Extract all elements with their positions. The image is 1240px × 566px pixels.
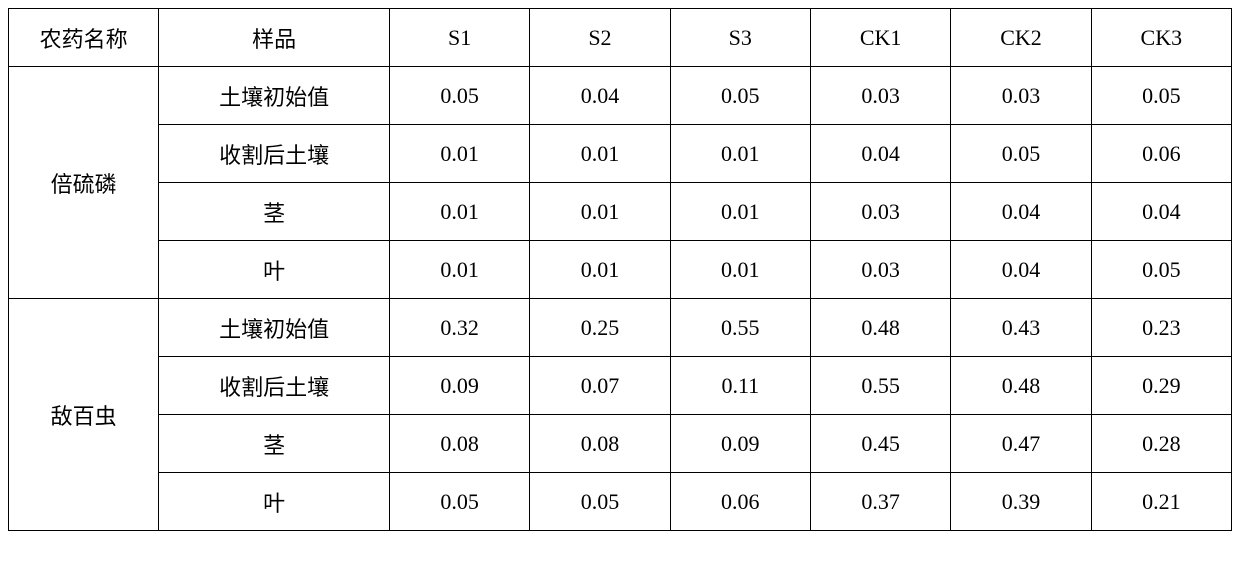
value-cell: 0.43 <box>951 299 1091 357</box>
value-cell: 0.01 <box>389 183 529 241</box>
sample-cell: 叶 <box>159 473 390 531</box>
value-cell: 0.07 <box>530 357 670 415</box>
table-row: 倍硫磷 土壤初始值 0.05 0.04 0.05 0.03 0.03 0.05 <box>9 67 1232 125</box>
value-cell: 0.29 <box>1091 357 1231 415</box>
value-cell: 0.05 <box>389 67 529 125</box>
col-header-ck3: CK3 <box>1091 9 1231 67</box>
value-cell: 0.48 <box>951 357 1091 415</box>
sample-cell: 叶 <box>159 241 390 299</box>
table-row: 叶 0.05 0.05 0.06 0.37 0.39 0.21 <box>9 473 1232 531</box>
value-cell: 0.04 <box>1091 183 1231 241</box>
table-row: 收割后土壤 0.09 0.07 0.11 0.55 0.48 0.29 <box>9 357 1232 415</box>
value-cell: 0.05 <box>1091 241 1231 299</box>
table-row: 叶 0.01 0.01 0.01 0.03 0.04 0.05 <box>9 241 1232 299</box>
value-cell: 0.01 <box>530 183 670 241</box>
value-cell: 0.01 <box>530 125 670 183</box>
table-body: 倍硫磷 土壤初始值 0.05 0.04 0.05 0.03 0.03 0.05 … <box>9 67 1232 531</box>
value-cell: 0.45 <box>810 415 950 473</box>
table-row: 收割后土壤 0.01 0.01 0.01 0.04 0.05 0.06 <box>9 125 1232 183</box>
value-cell: 0.08 <box>530 415 670 473</box>
value-cell: 0.05 <box>670 67 810 125</box>
value-cell: 0.05 <box>530 473 670 531</box>
value-cell: 0.05 <box>389 473 529 531</box>
sample-cell: 茎 <box>159 415 390 473</box>
value-cell: 0.25 <box>530 299 670 357</box>
value-cell: 0.04 <box>530 67 670 125</box>
value-cell: 0.23 <box>1091 299 1231 357</box>
value-cell: 0.04 <box>951 241 1091 299</box>
col-header-ck1: CK1 <box>810 9 950 67</box>
sample-cell: 收割后土壤 <box>159 357 390 415</box>
value-cell: 0.55 <box>810 357 950 415</box>
value-cell: 0.28 <box>1091 415 1231 473</box>
pesticide-name-cell: 倍硫磷 <box>9 67 159 299</box>
value-cell: 0.04 <box>810 125 950 183</box>
value-cell: 0.21 <box>1091 473 1231 531</box>
col-header-sample: 样品 <box>159 9 390 67</box>
value-cell: 0.04 <box>951 183 1091 241</box>
col-header-pesticide: 农药名称 <box>9 9 159 67</box>
table-header-row: 农药名称 样品 S1 S2 S3 CK1 CK2 CK3 <box>9 9 1232 67</box>
col-header-s2: S2 <box>530 9 670 67</box>
value-cell: 0.37 <box>810 473 950 531</box>
value-cell: 0.05 <box>951 125 1091 183</box>
value-cell: 0.01 <box>670 125 810 183</box>
value-cell: 0.01 <box>670 183 810 241</box>
sample-cell: 收割后土壤 <box>159 125 390 183</box>
value-cell: 0.39 <box>951 473 1091 531</box>
value-cell: 0.03 <box>951 67 1091 125</box>
sample-cell: 茎 <box>159 183 390 241</box>
table-row: 敌百虫 土壤初始值 0.32 0.25 0.55 0.48 0.43 0.23 <box>9 299 1232 357</box>
value-cell: 0.55 <box>670 299 810 357</box>
value-cell: 0.08 <box>389 415 529 473</box>
value-cell: 0.09 <box>670 415 810 473</box>
value-cell: 0.06 <box>670 473 810 531</box>
col-header-s1: S1 <box>389 9 529 67</box>
value-cell: 0.03 <box>810 183 950 241</box>
value-cell: 0.01 <box>389 241 529 299</box>
value-cell: 0.48 <box>810 299 950 357</box>
value-cell: 0.01 <box>670 241 810 299</box>
value-cell: 0.47 <box>951 415 1091 473</box>
sample-cell: 土壤初始值 <box>159 67 390 125</box>
value-cell: 0.03 <box>810 67 950 125</box>
value-cell: 0.01 <box>389 125 529 183</box>
table-row: 茎 0.01 0.01 0.01 0.03 0.04 0.04 <box>9 183 1232 241</box>
value-cell: 0.11 <box>670 357 810 415</box>
col-header-ck2: CK2 <box>951 9 1091 67</box>
table-row: 茎 0.08 0.08 0.09 0.45 0.47 0.28 <box>9 415 1232 473</box>
value-cell: 0.05 <box>1091 67 1231 125</box>
value-cell: 0.06 <box>1091 125 1231 183</box>
value-cell: 0.03 <box>810 241 950 299</box>
sample-cell: 土壤初始值 <box>159 299 390 357</box>
pesticide-table: 农药名称 样品 S1 S2 S3 CK1 CK2 CK3 倍硫磷 土壤初始值 0… <box>8 8 1232 531</box>
pesticide-name-cell: 敌百虫 <box>9 299 159 531</box>
value-cell: 0.01 <box>530 241 670 299</box>
value-cell: 0.32 <box>389 299 529 357</box>
value-cell: 0.09 <box>389 357 529 415</box>
col-header-s3: S3 <box>670 9 810 67</box>
